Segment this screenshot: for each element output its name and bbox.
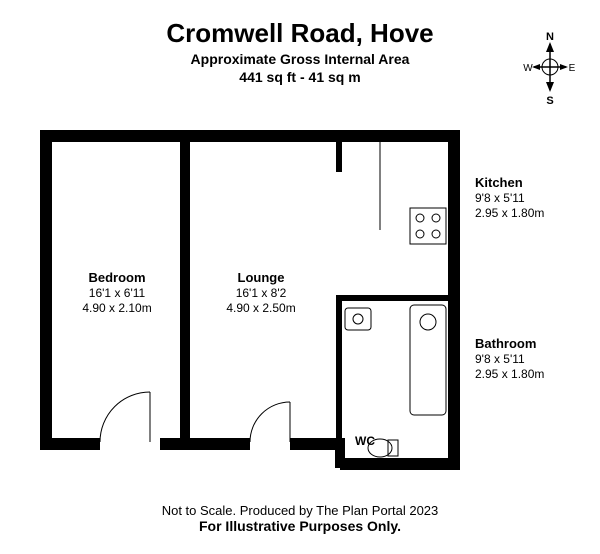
- wc-label: WC: [340, 434, 390, 449]
- lounge-metric: 4.90 x 2.50m: [206, 301, 316, 316]
- lounge-imperial: 16'1 x 8'2: [206, 286, 316, 301]
- compass-icon: N W E S: [520, 30, 580, 100]
- bathroom-name: Bathroom: [475, 336, 544, 352]
- bedroom-imperial: 16'1 x 6'11: [62, 286, 172, 301]
- lounge-name: Lounge: [206, 270, 316, 286]
- compass-e: E: [569, 63, 576, 74]
- bedroom-name: Bedroom: [62, 270, 172, 286]
- bedroom-metric: 4.90 x 2.10m: [62, 301, 172, 316]
- bathroom-imperial: 9'8 x 5'11: [475, 352, 544, 367]
- bathroom-label: Bathroom 9'8 x 5'11 2.95 x 1.80m: [475, 336, 544, 382]
- compass-n: N: [546, 31, 554, 43]
- page-title: Cromwell Road, Hove: [0, 18, 600, 49]
- area-text: 441 sq ft - 41 sq m: [0, 69, 600, 85]
- footer-line1: Not to Scale. Produced by The Plan Porta…: [0, 503, 600, 518]
- lounge-label: Lounge 16'1 x 8'2 4.90 x 2.50m: [206, 270, 316, 316]
- floor-plan: Bedroom 16'1 x 6'11 4.90 x 2.10m Lounge …: [40, 130, 460, 470]
- compass-s: S: [546, 95, 553, 107]
- bedroom-label: Bedroom 16'1 x 6'11 4.90 x 2.10m: [62, 270, 172, 316]
- compass-w: W: [523, 63, 533, 74]
- kitchen-metric: 2.95 x 1.80m: [475, 206, 544, 221]
- kitchen-imperial: 9'8 x 5'11: [475, 191, 544, 206]
- kitchen-label: Kitchen 9'8 x 5'11 2.95 x 1.80m: [475, 175, 544, 221]
- bathroom-metric: 2.95 x 1.80m: [475, 367, 544, 382]
- subtitle: Approximate Gross Internal Area: [0, 51, 600, 67]
- header: Cromwell Road, Hove Approximate Gross In…: [0, 0, 600, 85]
- footer: Not to Scale. Produced by The Plan Porta…: [0, 503, 600, 534]
- kitchen-name: Kitchen: [475, 175, 544, 191]
- footer-line2: For Illustrative Purposes Only.: [0, 518, 600, 534]
